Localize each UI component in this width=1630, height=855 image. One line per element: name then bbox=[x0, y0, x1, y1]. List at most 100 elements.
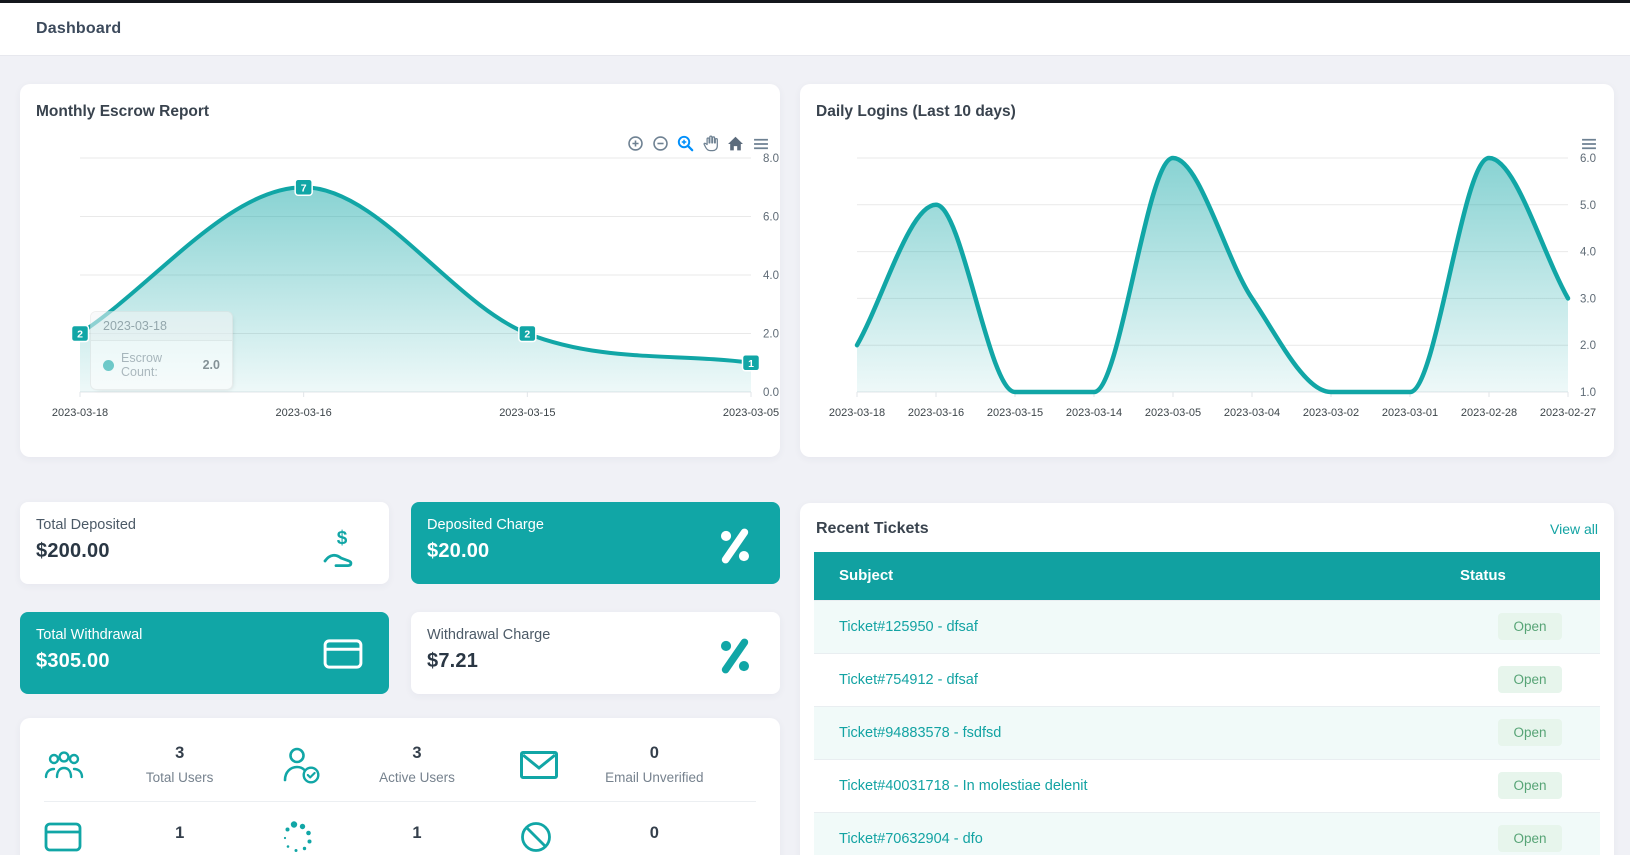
stat-count: 1 bbox=[412, 824, 422, 842]
svg-text:0.0: 0.0 bbox=[763, 387, 779, 399]
svg-text:2: 2 bbox=[524, 329, 530, 341]
status-badge: Open bbox=[1498, 772, 1562, 799]
svg-text:2023-03-16: 2023-03-16 bbox=[908, 407, 964, 419]
stat-count: 3 bbox=[175, 744, 185, 762]
stat-count: 0 bbox=[649, 744, 659, 762]
pan-icon[interactable] bbox=[701, 135, 720, 152]
svg-text:8.0: 8.0 bbox=[763, 153, 779, 165]
svg-text:4.0: 4.0 bbox=[763, 270, 779, 282]
ban-icon bbox=[519, 820, 583, 854]
svg-text:2023-03-05: 2023-03-05 bbox=[723, 407, 779, 419]
spinner-dots-icon bbox=[281, 820, 345, 854]
page-header: Dashboard bbox=[0, 3, 1630, 56]
stat-label: Deposited Charge bbox=[427, 517, 544, 533]
svg-text:2: 2 bbox=[77, 329, 83, 341]
svg-text:2.0: 2.0 bbox=[763, 329, 779, 341]
mobile-stat: 1 bbox=[44, 820, 281, 854]
content: Monthly Escrow Report bbox=[0, 56, 1630, 855]
logins-chart-title: Daily Logins (Last 10 days) bbox=[816, 103, 1016, 120]
stat-value: $305.00 bbox=[36, 650, 110, 672]
svg-text:2023-03-16: 2023-03-16 bbox=[276, 407, 332, 419]
svg-text:2023-03-01: 2023-03-01 bbox=[1382, 407, 1438, 419]
tickets-table: Subject Status Ticket#125950 - dfsaf Ope… bbox=[814, 552, 1600, 855]
daily-logins-card: Daily Logins (Last 10 days) 6.0 5.0 4.0 3.0… bbox=[800, 84, 1614, 457]
tickets-title: Recent Tickets bbox=[816, 520, 929, 537]
divider bbox=[44, 801, 756, 802]
ticket-link[interactable]: Ticket#94883578 - fsdfsd bbox=[839, 724, 1002, 741]
home-icon[interactable] bbox=[726, 135, 745, 152]
stat-caption: Total Users bbox=[145, 770, 214, 785]
total-withdrawal-card: Total Withdrawal $305.00 bbox=[20, 612, 389, 694]
credit-card-icon bbox=[323, 637, 363, 676]
status-column-header: Status bbox=[1460, 552, 1600, 600]
svg-text:1.0: 1.0 bbox=[1580, 387, 1596, 399]
escrow-chart-title: Monthly Escrow Report bbox=[36, 103, 210, 120]
svg-text:2.0: 2.0 bbox=[1580, 340, 1596, 352]
user-stats-card: 3 Total Users 3 Active Users bbox=[20, 718, 780, 855]
active-users-stat: 3 Active Users bbox=[281, 744, 518, 785]
svg-text:$: $ bbox=[337, 528, 348, 549]
hand-dollar-icon: $ bbox=[321, 527, 363, 576]
total-users-stat: 3 Total Users bbox=[44, 744, 281, 785]
svg-text:6.0: 6.0 bbox=[763, 212, 779, 224]
escrow-area-chart[interactable]: 8.0 6.0 4.0 2.0 0.0 2023-03-18 2023-03-16 2023-… bbox=[20, 144, 780, 434]
table-row[interactable]: Ticket#70632904 - dfo Open bbox=[814, 811, 1600, 855]
svg-text:2023-03-15: 2023-03-15 bbox=[499, 407, 555, 419]
logins-area-chart[interactable]: 6.0 5.0 4.0 3.0 2.0 1.0 2023-03-18 2023-03-16 20… bbox=[800, 144, 1614, 434]
stat-count: 3 bbox=[412, 744, 422, 762]
table-row[interactable]: Ticket#754912 - dfsaf Open bbox=[814, 652, 1600, 706]
stat-value: $7.21 bbox=[427, 650, 479, 672]
svg-text:5.0: 5.0 bbox=[1580, 200, 1596, 212]
user-check-icon bbox=[281, 746, 345, 784]
total-deposited-card: Total Deposited $200.00 $ bbox=[20, 502, 389, 584]
stat-row-deposits: Total Deposited $200.00 $ Deposited Char… bbox=[20, 502, 780, 584]
zoom-out-icon[interactable] bbox=[651, 135, 670, 152]
ticket-link[interactable]: Ticket#754912 - dfsaf bbox=[839, 671, 978, 688]
table-row[interactable]: Ticket#94883578 - fsdfsd Open bbox=[814, 705, 1600, 759]
svg-text:3.0: 3.0 bbox=[1580, 293, 1596, 305]
svg-text:2023-02-28: 2023-02-28 bbox=[1461, 407, 1517, 419]
top-accent-bar bbox=[0, 0, 1630, 3]
table-row[interactable]: Ticket#125950 - dfsaf Open bbox=[814, 599, 1600, 653]
stat-label: Total Withdrawal bbox=[36, 627, 143, 643]
table-row[interactable]: Ticket#40031718 - In molestiae delenit O… bbox=[814, 758, 1600, 812]
deposited-charge-card: Deposited Charge $20.00 bbox=[411, 502, 780, 584]
monthly-escrow-card: Monthly Escrow Report bbox=[20, 84, 780, 457]
withdrawal-charge-card: Withdrawal Charge $7.21 bbox=[411, 612, 780, 694]
menu-icon[interactable] bbox=[1579, 135, 1598, 152]
selection-zoom-icon[interactable] bbox=[676, 135, 695, 152]
status-badge: Open bbox=[1498, 613, 1562, 640]
stat-caption: Email Unverified bbox=[605, 770, 704, 785]
status-badge: Open bbox=[1498, 666, 1562, 693]
svg-text:2023-03-15: 2023-03-15 bbox=[987, 407, 1043, 419]
page-title: Dashboard bbox=[36, 20, 122, 37]
stat-label: Withdrawal Charge bbox=[427, 627, 551, 643]
logins-chart-toolbar bbox=[1579, 135, 1598, 152]
ticket-link[interactable]: Ticket#40031718 - In molestiae delenit bbox=[839, 777, 1088, 794]
view-all-link[interactable]: View all bbox=[1550, 521, 1598, 537]
zoom-in-icon[interactable] bbox=[626, 135, 645, 152]
user-stats-row-1: 3 Total Users 3 Active Users bbox=[44, 744, 756, 785]
percent-icon bbox=[716, 527, 754, 570]
stat-label: Total Deposited bbox=[36, 517, 136, 533]
svg-text:4.0: 4.0 bbox=[1580, 247, 1596, 259]
stat-caption: Active Users bbox=[379, 770, 455, 785]
menu-icon[interactable] bbox=[751, 135, 770, 152]
subject-column-header: Subject bbox=[814, 552, 1460, 600]
ticket-link[interactable]: Ticket#70632904 - dfo bbox=[839, 830, 983, 847]
status-badge: Open bbox=[1498, 719, 1562, 746]
svg-text:1: 1 bbox=[748, 358, 754, 370]
svg-text:2023-03-18: 2023-03-18 bbox=[829, 407, 885, 419]
recent-tickets-card: Recent Tickets View all Subject Status T… bbox=[800, 503, 1614, 855]
stat-count: 1 bbox=[175, 824, 185, 842]
stat-value: $200.00 bbox=[36, 540, 110, 562]
left-column: Monthly Escrow Report bbox=[20, 84, 780, 855]
svg-text:2023-03-14: 2023-03-14 bbox=[1066, 407, 1122, 419]
stat-count: 0 bbox=[649, 824, 659, 842]
ticket-link[interactable]: Ticket#125950 - dfsaf bbox=[839, 618, 978, 635]
percent-icon bbox=[716, 637, 754, 680]
pending-stat: 1 bbox=[281, 820, 518, 854]
svg-text:6.0: 6.0 bbox=[1580, 153, 1596, 165]
svg-text:2023-03-18: 2023-03-18 bbox=[52, 407, 108, 419]
